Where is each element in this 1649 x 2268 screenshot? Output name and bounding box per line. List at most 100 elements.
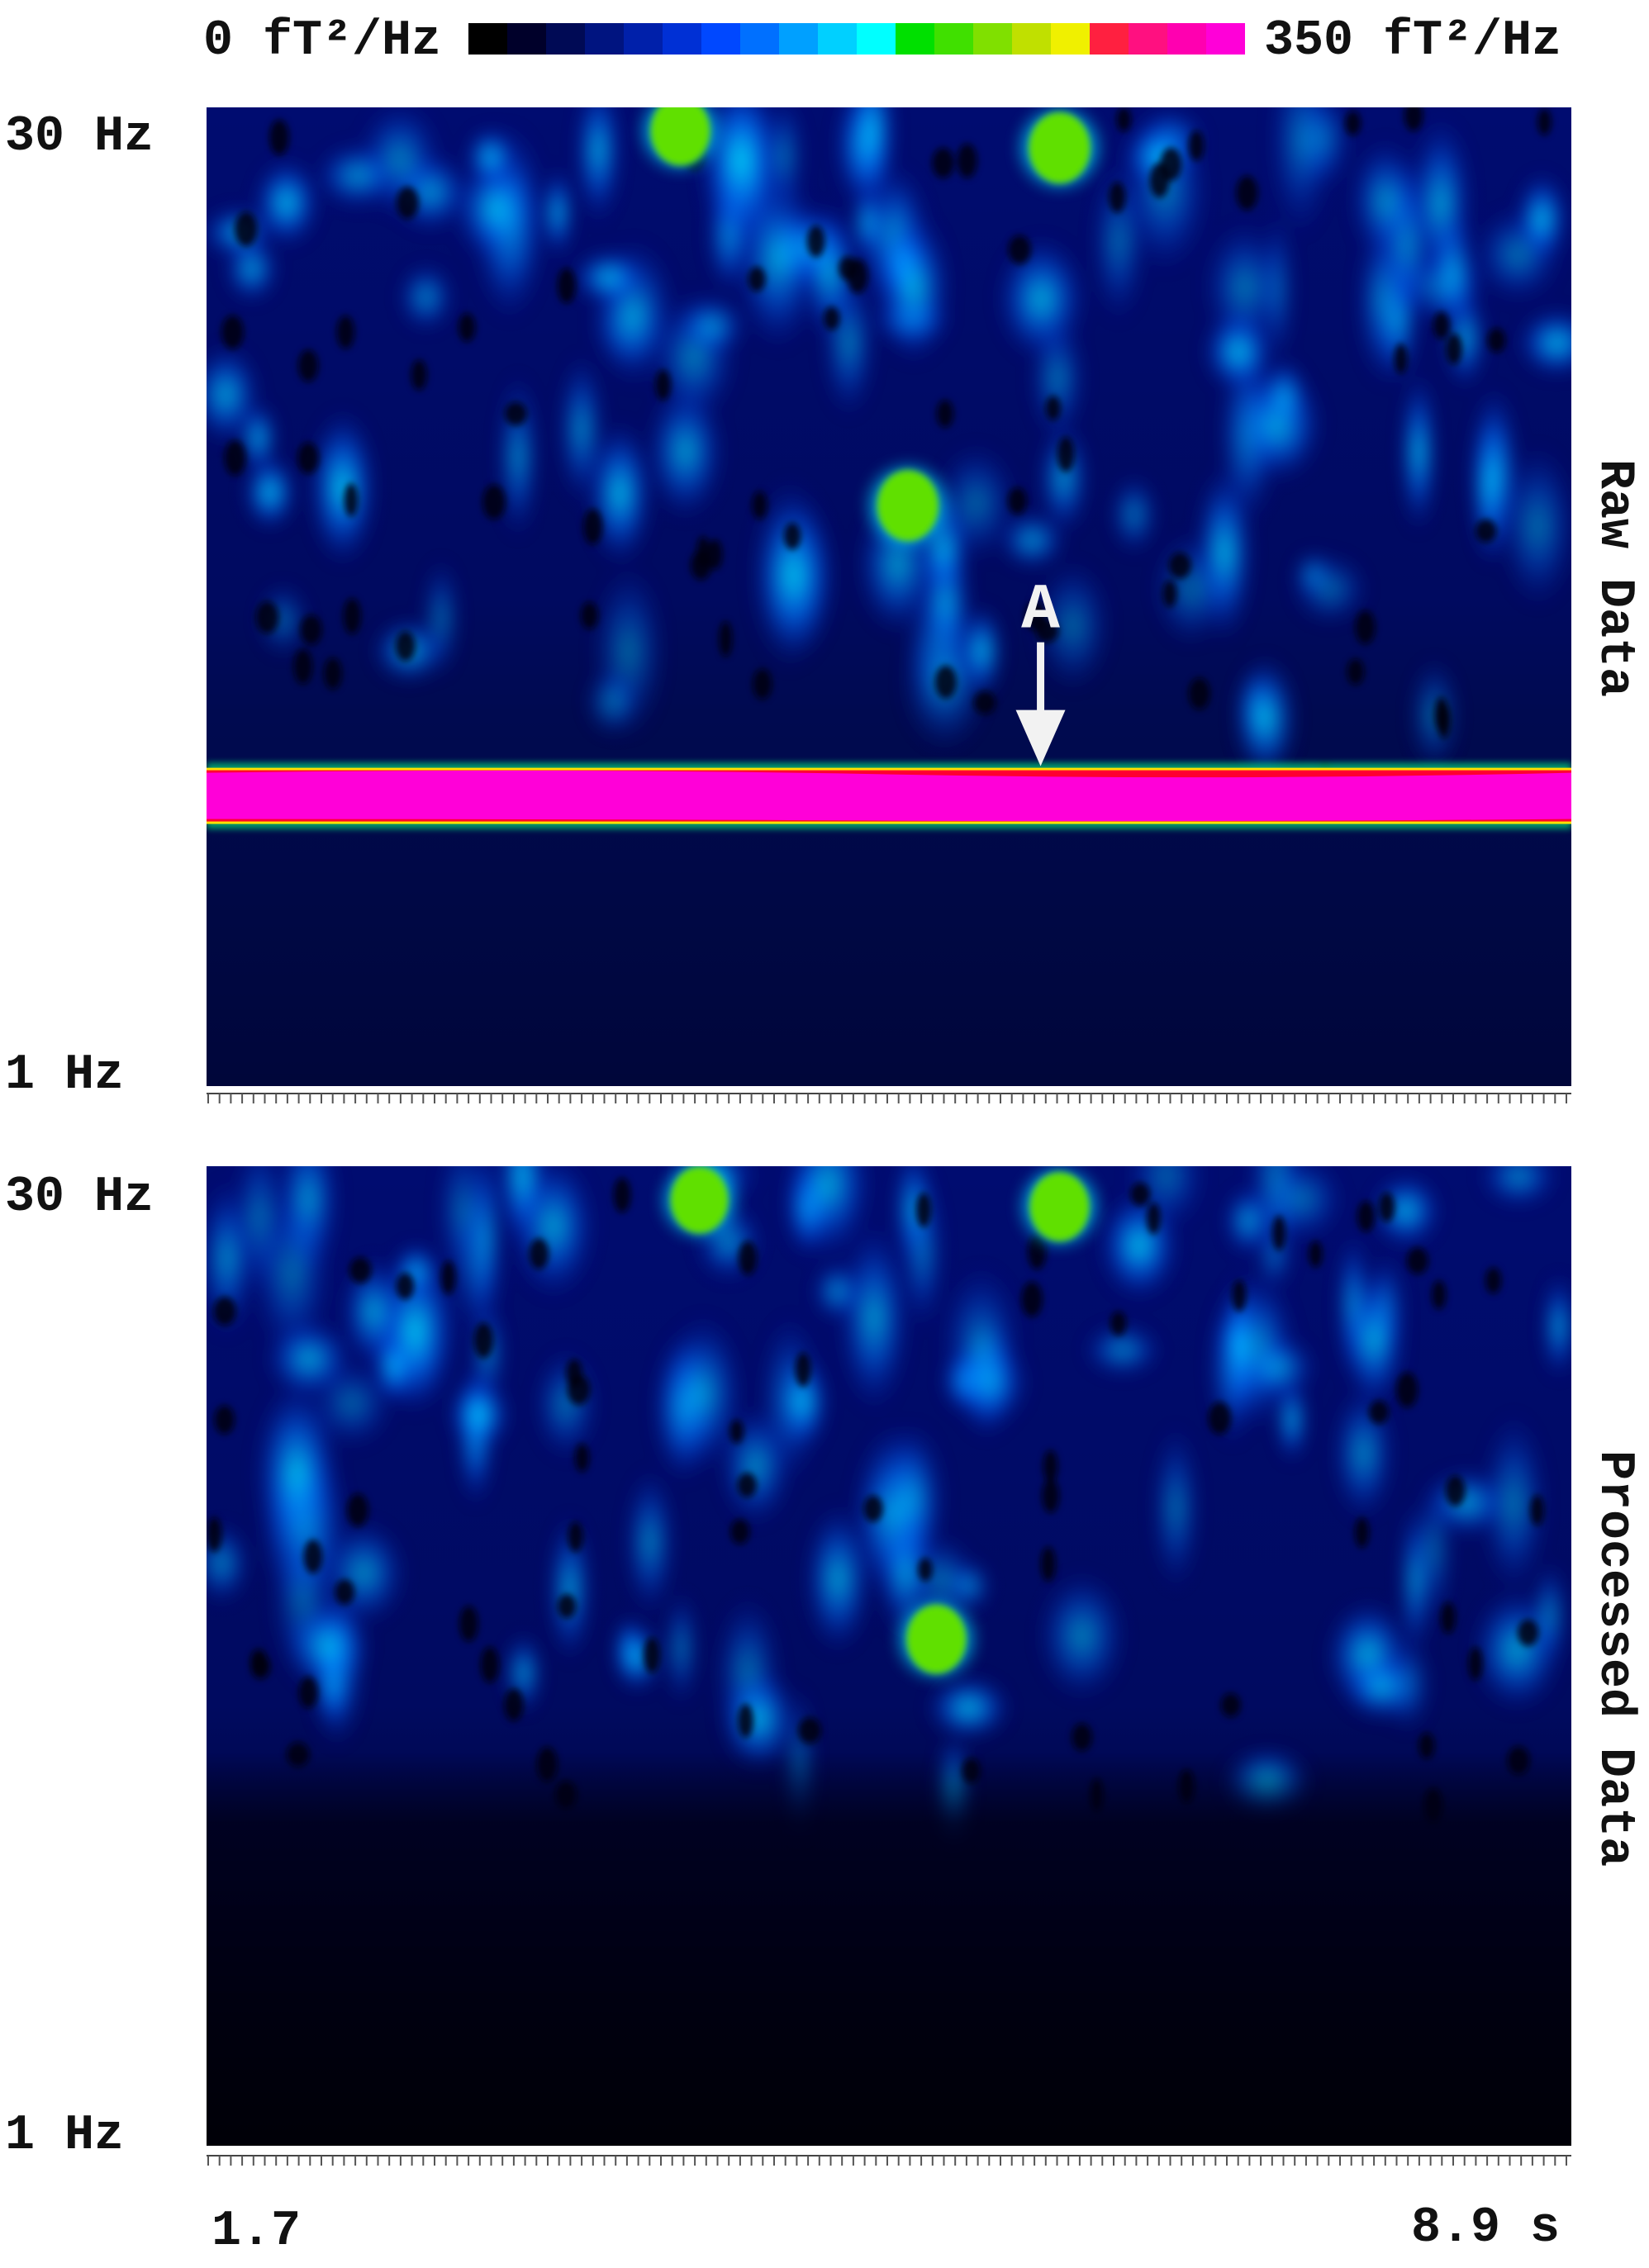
power-minimum [567,1374,591,1406]
power-patch [934,443,1018,563]
power-minimum [807,225,825,258]
power-minimum [293,648,313,685]
power-patch [1029,315,1086,443]
colorbar-swatch [1206,23,1245,55]
power-patch [1480,1412,1547,1595]
power-patch [542,167,573,259]
power-minimum [1406,1247,1428,1274]
power-patch [375,1329,412,1404]
power-minimum [1162,580,1177,608]
power-patch [851,183,884,263]
colorbar-swatch [663,23,702,55]
power-minimum [1116,107,1131,132]
power-patch [1532,1561,1567,1670]
power-minimum [1485,1267,1502,1294]
power-minimum [441,1260,456,1295]
colorbar-swatch [507,23,547,55]
power-minimum [1440,1601,1456,1635]
power-minimum [1236,175,1258,211]
power-patch [946,1559,991,1613]
power-patch [1499,444,1571,609]
colorbar-swatch [468,23,508,55]
power-minimum [1110,1311,1127,1336]
power-minimum [349,1257,372,1283]
power-patch [1350,139,1421,263]
colorbar [468,23,1245,55]
power-minimum [706,539,723,570]
power-minimum [1028,1233,1047,1270]
power-minimum [1008,235,1031,264]
power-minimum [1369,1400,1389,1425]
power-minimum [753,668,772,700]
power-minimum [480,1646,499,1683]
power-minimum [235,211,258,247]
power-minimum [323,657,342,690]
power-minimum [1354,1517,1370,1549]
power-patch [558,353,605,505]
x-axis-end-label: 8.9 s [1411,2200,1561,2256]
power-patch [1479,1166,1559,1208]
power-minimum [214,1405,235,1435]
power-minimum [1432,1280,1447,1310]
colorbar-swatch [546,23,586,55]
power-patch [926,1675,1011,1741]
power-patch [877,211,952,363]
power-patch [625,1468,676,1616]
power-minimum [396,1273,415,1300]
power-patch [308,409,378,567]
power-minimum [1057,436,1075,472]
power-minimum [303,1540,323,1574]
power-patch [548,1513,592,1663]
power-minimum [395,631,416,662]
power-patch [256,581,310,658]
power-minimum [1347,658,1365,686]
power-patch [1083,1322,1162,1378]
power-minimum [957,143,977,178]
power-patch [575,107,622,224]
power-minimum [221,315,244,349]
power-minimum [1355,610,1376,645]
power-minimum [1446,333,1462,365]
power-minimum [1220,1693,1241,1717]
power-minimum [739,1241,758,1275]
power-minimum [795,1352,811,1387]
power-minimum [696,536,710,569]
power-patch [498,1166,547,1250]
power-minimum [297,349,319,382]
power-patch [265,1319,353,1399]
power-patch [1034,559,1112,692]
power-minimum [1130,1182,1150,1207]
power-peak [906,1604,967,1674]
power-patch [587,420,653,567]
power-patch [748,476,831,672]
power-minimum [1208,1402,1231,1435]
power-patch [1233,655,1298,781]
power-patch [677,295,747,358]
power-patch [315,142,401,209]
power-minimum [473,1322,493,1359]
power-minimum [1232,1279,1247,1312]
power-minimum [1109,182,1126,213]
power-patch [1152,1423,1200,1592]
power-minimum [798,1717,821,1744]
filtered-low-frequency-region [207,1753,1571,2146]
power-minimum [1468,1646,1483,1681]
power-minimum [207,1516,222,1553]
power-minimum [1487,328,1506,353]
power-patch [421,557,460,679]
top-y-max-label: 30 Hz [5,109,154,165]
power-patch [448,1376,511,1452]
power-patch [1292,549,1334,600]
power-minimum [823,306,840,330]
power-minimum [1434,696,1448,733]
power-peak [1029,1172,1090,1241]
power-minimum [1021,1281,1043,1317]
power-patch [1126,1166,1207,1232]
power-patch [1342,1652,1422,1722]
power-patch [1400,1500,1431,1659]
raw-data-spectrogram: A [207,107,1571,1086]
power-minimum [1433,311,1450,339]
power-patch [719,1666,799,1772]
power-minimum [1045,396,1061,420]
power-minimum [1147,1203,1161,1235]
